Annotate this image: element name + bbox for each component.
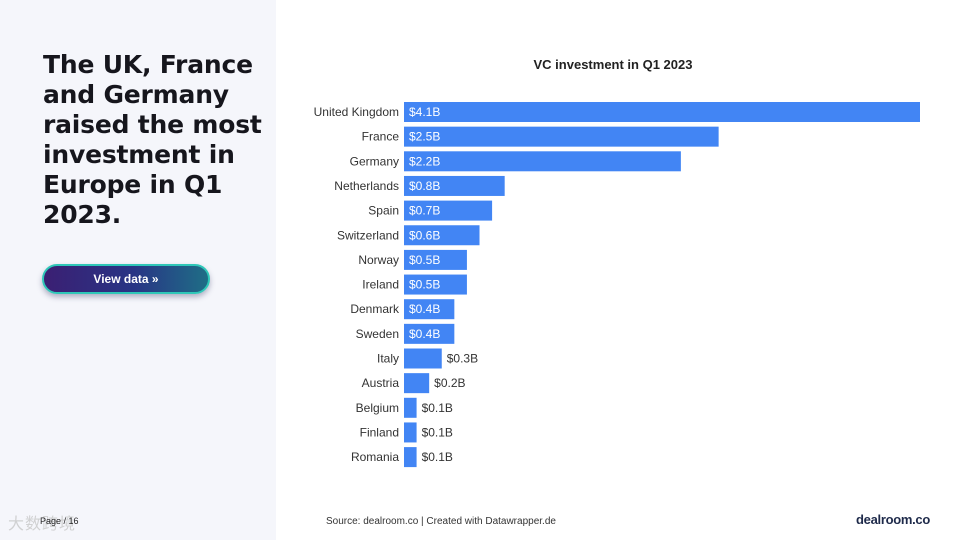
chart-title: VC investment in Q1 2023 <box>533 57 693 72</box>
category-label: Belgium <box>356 401 399 415</box>
bar <box>404 175 505 196</box>
bar <box>404 348 442 369</box>
bar-chart: United Kingdom $4.1B France $2.5B Germany $2.… <box>314 102 920 468</box>
category-label: Finland <box>360 425 399 439</box>
category-label: France <box>362 130 400 144</box>
bar <box>404 422 417 443</box>
category-label: Sweden <box>356 327 399 341</box>
bar <box>404 323 455 344</box>
view-data-button[interactable]: View data » <box>42 264 210 294</box>
bar <box>404 151 681 172</box>
category-label: Switzerland <box>337 228 399 242</box>
category-label: Denmark <box>350 302 400 316</box>
category-label: United Kingdom <box>314 105 399 119</box>
value-label: $2.5B <box>409 130 440 144</box>
category-label: Austria <box>362 376 400 390</box>
value-label: $0.4B <box>409 327 440 341</box>
left-panel: The UK, France and Germany raised the mo… <box>0 0 276 540</box>
category-label: Netherlands <box>334 179 399 193</box>
bar <box>404 249 467 270</box>
value-label: $0.1B <box>422 401 453 415</box>
value-label: $0.2B <box>434 376 465 390</box>
bar <box>404 299 455 320</box>
value-label: $0.8B <box>409 179 440 193</box>
category-label: Italy <box>377 352 399 366</box>
source-note: Source: dealroom.co | Created with Dataw… <box>326 516 556 527</box>
headline: The UK, France and Germany raised the mo… <box>43 50 262 229</box>
value-label: $2.2B <box>409 154 440 168</box>
value-label: $0.1B <box>422 450 453 464</box>
value-label: $0.6B <box>409 228 440 242</box>
category-label: Germany <box>350 154 399 168</box>
category-label: Ireland <box>362 278 399 292</box>
page-number: Page / 16 <box>40 516 79 526</box>
bar <box>404 200 493 221</box>
category-label: Romania <box>351 450 399 464</box>
bar <box>404 274 467 295</box>
brand-logo: dealroom.co <box>856 512 930 527</box>
watermark: 大数跨境 <box>8 516 77 533</box>
category-label: Spain <box>368 204 399 218</box>
value-label: $0.3B <box>447 352 478 366</box>
bar <box>404 102 920 122</box>
category-label: Norway <box>358 253 399 267</box>
bar <box>404 373 430 394</box>
value-label: $0.5B <box>409 253 440 267</box>
bar <box>404 397 417 418</box>
value-label: $0.5B <box>409 278 440 292</box>
value-label: $0.1B <box>422 425 453 439</box>
value-label: $0.4B <box>409 302 440 316</box>
bar <box>404 126 719 147</box>
value-label: $4.1B <box>409 105 440 119</box>
value-label: $0.7B <box>409 204 440 218</box>
bar <box>404 225 480 246</box>
bar <box>404 447 417 468</box>
